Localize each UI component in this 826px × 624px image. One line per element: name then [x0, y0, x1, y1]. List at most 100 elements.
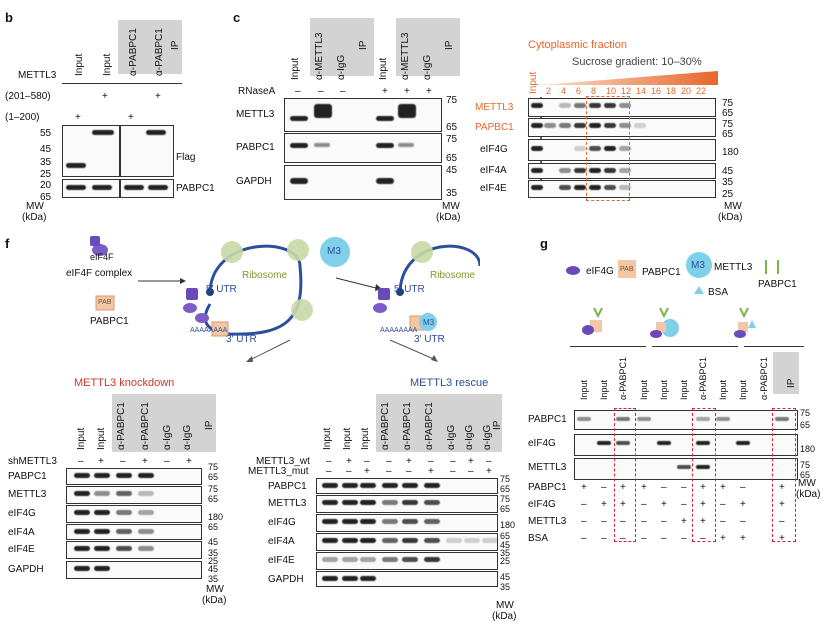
band	[138, 491, 154, 496]
sign: –	[450, 466, 456, 477]
m3-icon	[320, 237, 350, 267]
row-label: eIF4A	[268, 536, 295, 547]
band	[116, 473, 132, 478]
sign: +	[700, 499, 706, 510]
sign: +	[779, 499, 785, 510]
polya-label: AAAAAAAA	[190, 327, 228, 334]
sign: –	[740, 482, 746, 493]
band	[342, 576, 358, 581]
band	[446, 538, 462, 543]
band	[322, 557, 338, 562]
sign: –	[581, 499, 587, 510]
sign: –	[641, 499, 647, 510]
row-label: (201–580)	[5, 91, 51, 102]
band	[342, 538, 358, 543]
col-label: α-IgG	[422, 54, 433, 80]
col-label: Input	[360, 427, 371, 450]
sign: +	[382, 86, 388, 97]
mw-marker: 75	[722, 98, 734, 109]
mw-marker: 75	[500, 474, 511, 484]
sign: +	[426, 86, 432, 97]
band	[637, 417, 651, 421]
utr5-label: 5′ UTR	[206, 284, 237, 295]
band	[574, 168, 586, 173]
mw-marker: 180	[500, 520, 516, 530]
mw-marker: 45	[208, 537, 219, 547]
blot-eif4a	[528, 163, 716, 179]
ribosome-icon	[221, 241, 243, 263]
row-label: PABPC1	[8, 471, 47, 482]
mw-marker: 75	[500, 494, 511, 504]
row-label: eIF4E	[8, 544, 35, 555]
row-label: (1–200)	[5, 112, 40, 123]
row-label: eIF4E	[480, 183, 507, 194]
sign: +	[186, 456, 192, 467]
band	[376, 116, 394, 121]
shmettl3-label: shMETTL3	[8, 456, 57, 467]
schematic-diagram	[90, 236, 480, 362]
band	[696, 465, 710, 469]
col-label: IP	[444, 40, 455, 50]
row-label: METTL3	[475, 102, 514, 113]
mw-marker: 75	[446, 134, 458, 145]
row-label: BSA	[528, 533, 549, 544]
blot-mettl3	[284, 98, 442, 132]
col-label: Input	[342, 427, 353, 450]
band	[116, 546, 132, 551]
row-label: eIF4G	[480, 144, 508, 155]
blot-gapdh	[284, 165, 442, 200]
mw-marker: 75	[800, 408, 811, 418]
mw-marker: 35	[208, 548, 219, 558]
rescue-title: METTL3 rescue	[410, 377, 489, 389]
sign: –	[468, 466, 474, 477]
blot	[66, 486, 202, 504]
band	[382, 500, 398, 505]
band	[589, 146, 601, 151]
mw-marker: 65	[40, 192, 52, 203]
sign: –	[661, 533, 667, 544]
ip-box	[396, 18, 460, 76]
sign: +	[486, 466, 492, 477]
col-label: Input	[738, 379, 748, 400]
band	[342, 500, 358, 505]
band	[574, 123, 586, 128]
band	[342, 519, 358, 524]
band	[464, 538, 480, 543]
fraction-number: 14	[636, 86, 647, 96]
band	[559, 168, 571, 173]
gradient-title: Cytoplasmic fraction	[528, 39, 628, 51]
mw-label: MW	[724, 201, 742, 212]
col-label: α-IgG	[336, 54, 347, 80]
sign: +	[581, 482, 587, 493]
sign: –	[346, 466, 352, 477]
sign: –	[295, 86, 301, 97]
mw-marker: 65	[500, 504, 511, 514]
band	[604, 123, 616, 128]
pab-icon	[618, 260, 636, 278]
band	[424, 500, 440, 505]
row-label: eIF4G	[528, 499, 556, 510]
sign: +	[406, 456, 412, 467]
band	[589, 123, 601, 128]
utr3-label: 3′ UTR	[414, 334, 445, 345]
band	[360, 519, 376, 524]
row-label: eIF4E	[268, 555, 295, 566]
band	[531, 103, 543, 108]
col-label: Input	[659, 379, 669, 400]
sign: –	[581, 516, 587, 527]
band	[290, 116, 308, 121]
polya-label: AAAAAAAA	[380, 327, 418, 334]
kda-label: (kDa)	[202, 595, 227, 606]
sign: –	[601, 516, 607, 527]
band	[424, 483, 440, 488]
knockdown-title: METTL3 knockdown	[74, 377, 175, 389]
mw-label: MW	[496, 600, 514, 611]
band	[402, 483, 418, 488]
band	[424, 519, 440, 524]
mw-marker: 65	[208, 522, 219, 532]
band	[619, 103, 631, 108]
mw-marker: 65	[208, 494, 219, 504]
ip-label: IP	[204, 420, 215, 430]
col-label: α-PABPC1	[380, 402, 391, 450]
sign: +	[364, 466, 370, 477]
